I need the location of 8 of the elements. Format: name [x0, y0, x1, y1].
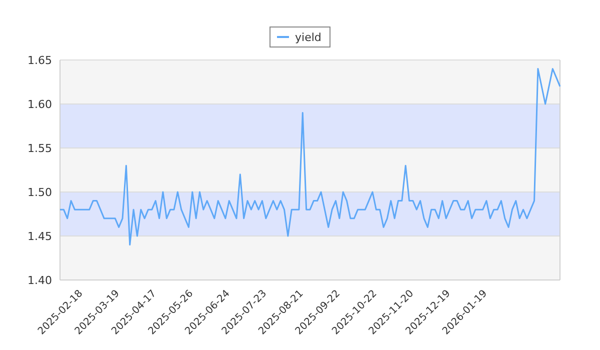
y-tick-label: 1.65	[28, 54, 52, 67]
line-series	[59, 68, 561, 246]
y-tick-label: 1.55	[28, 142, 52, 155]
legend-label: yield	[295, 30, 322, 44]
y-tick-label: 1.50	[28, 186, 52, 199]
y-tick-label: 1.60	[28, 98, 52, 111]
y-tick-label: 1.45	[28, 230, 52, 243]
y-tick-label: 1.40	[28, 274, 52, 287]
